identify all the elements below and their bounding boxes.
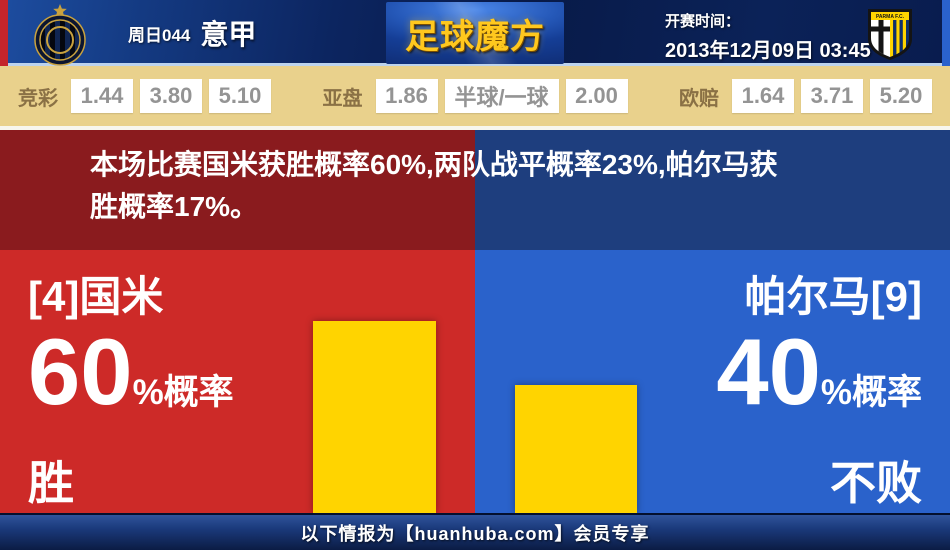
oupei-away-odds: 5.20 (870, 79, 932, 113)
inter-milan-logo (33, 4, 87, 71)
away-pct-line: 40%概率 (716, 324, 922, 448)
away-header-band (475, 130, 950, 250)
jingcai-away-odds: 5.10 (209, 79, 271, 113)
parma-crest-text: PARMA F.C. (876, 14, 905, 20)
match-title: 周日044 意甲 (128, 0, 256, 66)
away-pct-suffix: %概率 (820, 373, 922, 412)
jingcai-home-odds: 1.44 (71, 79, 133, 113)
kickoff-label: 开赛时间： (665, 13, 741, 30)
home-color-stripe (0, 0, 8, 66)
match-number: 周日044 (128, 25, 191, 45)
odds-group-oupei: 欧赔 1.64 3.71 5.20 (679, 79, 932, 113)
star-icon (53, 4, 67, 17)
away-probability-bar (515, 385, 637, 513)
odds-group-yapan: 亚盘 1.86 半球/一球 2.00 (323, 79, 628, 113)
member-notice: 以下情报为【huanhuba.com】会员专享 (300, 523, 650, 544)
footer: 以下情报为【huanhuba.com】会员专享 (0, 513, 950, 550)
oupei-home-odds: 1.64 (732, 79, 794, 113)
probability-panels: 本场比赛国米获胜概率60%,两队战平概率23%,帕尔马获胜概率17%。 [4]国… (0, 130, 950, 513)
odds-bar: 竞彩 1.44 3.80 5.10 亚盘 1.86 半球/一球 2.00 欧赔 … (0, 66, 950, 126)
header: 周日044 意甲 足球魔方 开赛时间： 2013年12月09日 03:45 (0, 0, 950, 66)
home-pct-value: 60 (28, 319, 133, 424)
parma-logo: PARMA F.C. (866, 7, 914, 66)
yapan-home-odds: 1.86 (375, 79, 438, 113)
oupei-draw-odds: 3.71 (801, 79, 863, 113)
jingcai-label: 竞彩 (18, 87, 58, 110)
home-team-name: [4]国米 (28, 273, 164, 320)
brand-logo: 足球魔方 (386, 2, 564, 64)
odds-group-jingcai: 竞彩 1.44 3.80 5.10 (18, 79, 271, 113)
home-pct-line: 60%概率 (28, 324, 234, 448)
away-probability-block: 帕尔马[9] 40%概率 不败 (716, 270, 922, 512)
analysis-summary: 本场比赛国米获胜概率60%,两队战平概率23%,帕尔马获胜概率17%。 (90, 149, 778, 222)
yapan-away-odds: 2.00 (565, 79, 628, 113)
yapan-label: 亚盘 (322, 87, 363, 110)
home-outcome: 胜 (28, 457, 74, 509)
brand-text: 足球魔方 (405, 17, 545, 56)
home-probability-bar (313, 321, 436, 513)
away-pct-value: 40 (716, 319, 821, 424)
oupei-label: 欧赔 (679, 87, 719, 110)
away-outcome: 不败 (830, 457, 922, 509)
home-probability-block: [4]国米 60%概率 胜 (28, 270, 234, 512)
away-team-name: 帕尔马[9] (744, 273, 922, 320)
kickoff-info: 开赛时间： 2013年12月09日 03:45 (665, 10, 871, 63)
yapan-handicap: 半球/一球 (444, 79, 559, 113)
away-color-stripe (942, 0, 950, 66)
league-name: 意甲 (200, 19, 257, 50)
home-header-band (0, 130, 475, 250)
home-pct-suffix: %概率 (132, 373, 234, 412)
jingcai-draw-odds: 3.80 (140, 79, 202, 113)
kickoff-time: 2013年12月09日 03:45 (665, 40, 871, 62)
divider (0, 126, 950, 130)
